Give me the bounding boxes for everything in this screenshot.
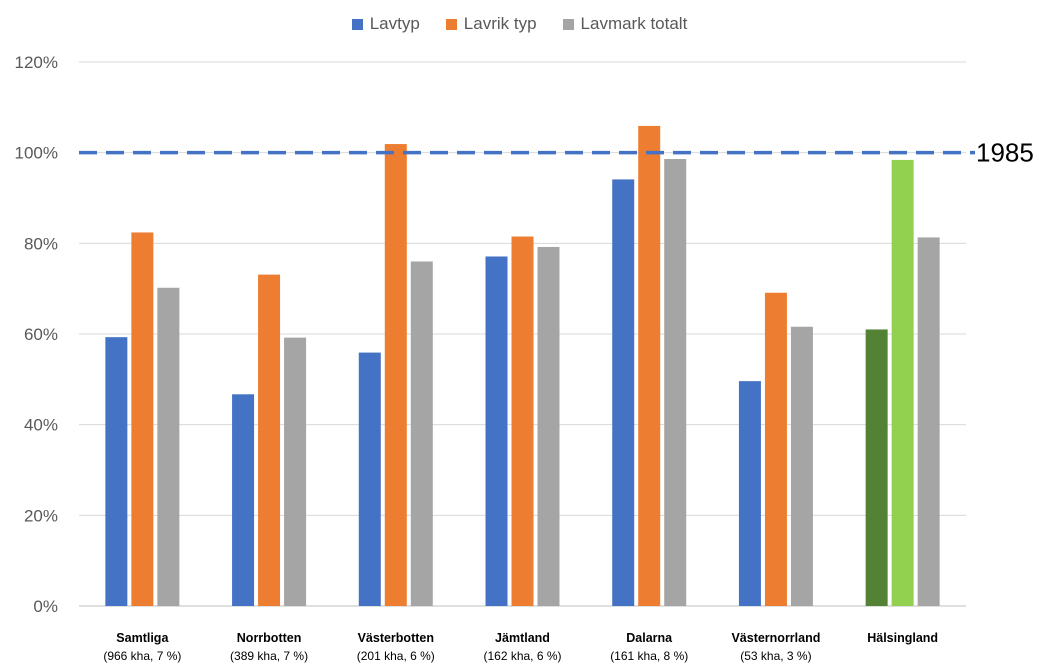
legend-label-lavmark-totalt: Lavmark totalt [580,14,688,33]
y-tick-label: 100% [15,144,58,163]
y-tick-label: 0% [33,597,58,616]
bar [790,326,813,606]
x-tick-sublabel: (161 kha, 8 %) [610,649,688,663]
bar [284,337,307,606]
legend-label-lavrik-typ: Lavrik typ [463,14,537,33]
x-tick-label: Västerbotten [358,631,434,645]
legend-swatch-lavtyp [351,18,363,30]
y-tick-label: 80% [24,234,58,253]
y-tick-label: 60% [24,325,58,344]
bar [664,159,687,606]
x-tick-sublabel: (201 kha, 6 %) [357,649,435,663]
bar [537,246,560,606]
x-tick-label: Västernorrland [731,631,820,645]
bar [157,287,180,606]
legend-swatch-lavmark-totalt [562,18,574,30]
y-tick-label: 20% [24,506,58,525]
bar [410,261,433,606]
bar [891,159,914,607]
bar [485,256,508,606]
bar [917,237,940,606]
bar [612,179,635,606]
bar [384,144,407,606]
bar [764,292,787,606]
bar [105,337,128,606]
x-tick-sublabel: (53 kha, 3 %) [740,649,811,663]
x-tick-sublabel: (966 kha, 7 %) [103,649,181,663]
bar [131,232,154,606]
bar [638,125,661,607]
bar [358,352,381,606]
x-tick-sublabel: (162 kha, 6 %) [483,649,561,663]
legend-item-lavtyp: Lavtyp [351,14,420,34]
bar [865,329,888,606]
bar [258,274,281,606]
x-tick-label: Jämtland [495,631,550,645]
y-tick-label: 40% [24,416,58,435]
x-tick-label: Samtliga [116,631,169,645]
legend-item-lavmark-totalt: Lavmark totalt [562,14,688,34]
x-tick-label: Norrbotten [237,631,302,645]
x-tick-sublabel: (389 kha, 7 %) [230,649,308,663]
legend: Lavtyp Lavrik typ Lavmark totalt [0,14,1039,34]
x-tick-label: Dalarna [626,631,673,645]
x-tick-label: Hälsingland [867,631,938,645]
bar [232,394,255,606]
y-tick-label: 120% [15,53,58,72]
legend-swatch-lavrik-typ [445,18,457,30]
legend-label-lavtyp: Lavtyp [369,14,420,33]
legend-item-lavrik-typ: Lavrik typ [445,14,537,34]
reference-line-label: 1985 [976,138,1034,168]
bar [511,236,534,607]
bar [738,381,761,606]
